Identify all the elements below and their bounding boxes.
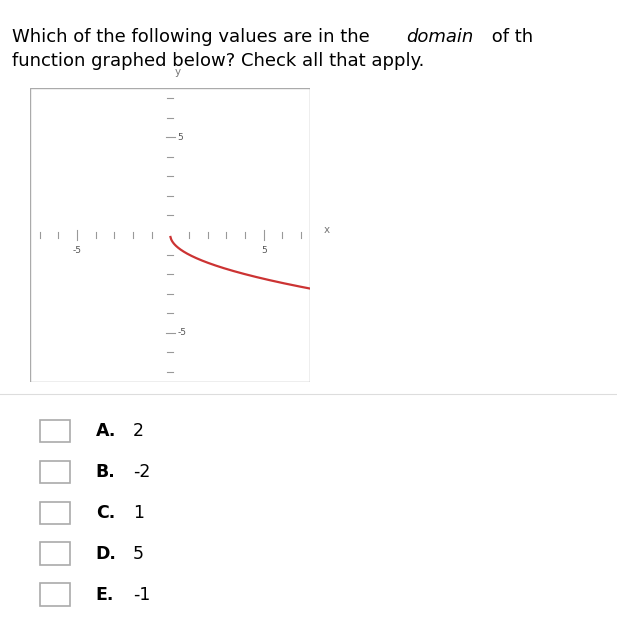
FancyBboxPatch shape: [40, 461, 70, 483]
Text: A.: A.: [96, 422, 116, 440]
Text: B.: B.: [96, 463, 115, 481]
Text: function graphed below? Check all that apply.: function graphed below? Check all that a…: [12, 52, 424, 70]
Text: domain: domain: [406, 28, 473, 47]
Text: -5: -5: [72, 246, 81, 255]
Text: D.: D.: [96, 545, 117, 563]
Text: -2: -2: [133, 463, 150, 481]
FancyBboxPatch shape: [40, 583, 70, 606]
Text: 5: 5: [261, 246, 267, 255]
Text: 2: 2: [133, 422, 144, 440]
Text: Which of the following values are in the: Which of the following values are in the: [12, 28, 376, 47]
Text: -5: -5: [178, 328, 187, 338]
Text: C.: C.: [96, 504, 115, 522]
Text: 1: 1: [133, 504, 144, 522]
FancyBboxPatch shape: [40, 543, 70, 565]
FancyBboxPatch shape: [40, 502, 70, 524]
Text: of th: of th: [486, 28, 532, 47]
Text: E.: E.: [96, 586, 114, 604]
Text: y: y: [175, 67, 181, 76]
Text: -1: -1: [133, 586, 150, 604]
Text: 5: 5: [133, 545, 144, 563]
FancyBboxPatch shape: [40, 420, 70, 442]
Text: 5: 5: [178, 133, 183, 142]
Text: x: x: [323, 225, 329, 235]
